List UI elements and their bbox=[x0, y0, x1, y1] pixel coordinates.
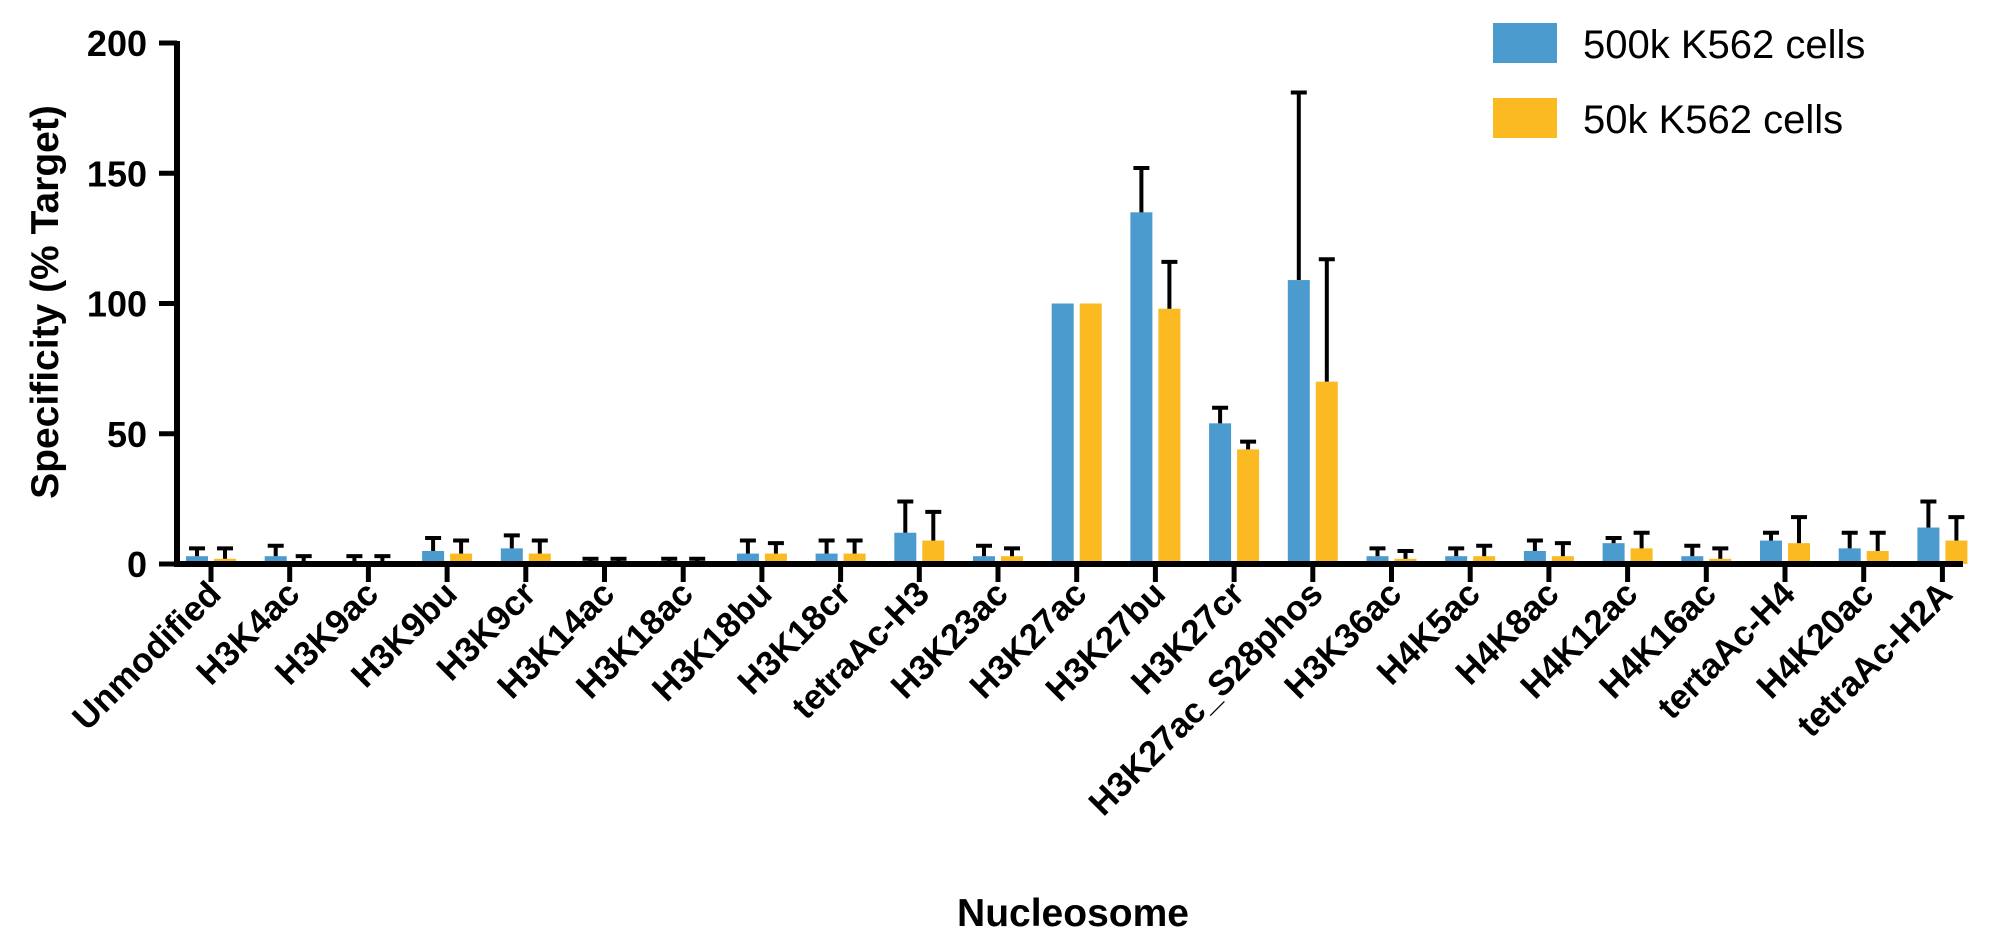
bar-50k-H3K27cr bbox=[1237, 449, 1260, 564]
y-tick-label: 200 bbox=[87, 23, 147, 64]
error-bars-layer bbox=[189, 90, 1965, 562]
x-axis-ticks: UnmodifiedH3K4acH3K9acH3K9buH3K9crH3K14a… bbox=[65, 564, 1960, 823]
bar-500k-tertaAc-H4 bbox=[1760, 540, 1782, 564]
bar-500k-tetraAc-H3 bbox=[894, 532, 917, 564]
bar-500k-H4K5ac bbox=[1445, 556, 1468, 564]
bar-500k-Unmodified bbox=[186, 556, 208, 564]
bar-500k-H3K27ac_S28phos bbox=[1287, 280, 1310, 564]
y-tick-label: 50 bbox=[107, 414, 147, 455]
legend-swatch-500k bbox=[1493, 23, 1557, 63]
bar-50k-tetraAc-H3 bbox=[922, 540, 945, 564]
bar-50k-tertaAc-H4 bbox=[1788, 543, 1810, 564]
bar-500k-H3K27ac bbox=[1051, 303, 1074, 564]
legend: 500k K562 cells 50k K562 cells bbox=[1493, 23, 1865, 142]
y-tick-label: 100 bbox=[87, 284, 147, 325]
y-tick-label: 150 bbox=[87, 153, 147, 194]
bar-50k-H4K5ac bbox=[1473, 556, 1496, 564]
y-tick-label: 0 bbox=[127, 544, 147, 585]
legend-label-50k: 50k K562 cells bbox=[1583, 98, 1843, 142]
bars-layer bbox=[186, 212, 1968, 564]
bar-50k-H4K12ac bbox=[1630, 548, 1653, 564]
bar-50k-H4K8ac bbox=[1551, 556, 1574, 564]
bar-500k-H3K36ac bbox=[1366, 556, 1389, 564]
bar-500k-H3K27cr bbox=[1209, 423, 1232, 564]
legend-swatch-50k bbox=[1493, 98, 1557, 138]
bar-500k-H3K9bu bbox=[422, 550, 445, 564]
y-axis-ticks: 0 50 100 150 200 bbox=[87, 23, 177, 585]
bar-50k-H3K27bu bbox=[1158, 308, 1181, 564]
y-axis-title: Specificity (% Target) bbox=[24, 105, 67, 499]
bar-50k-H3K27ac bbox=[1079, 303, 1102, 564]
bar-50k-H3K27ac_S28phos bbox=[1315, 381, 1338, 564]
bar-500k-H4K12ac bbox=[1602, 543, 1625, 564]
x-axis-title: Nucleosome bbox=[957, 892, 1189, 935]
bar-50k-H3K18cr bbox=[843, 553, 866, 564]
bar-500k-H4K8ac bbox=[1523, 550, 1546, 564]
bar-500k-H3K4ac bbox=[264, 556, 287, 564]
bar-500k-H4K20ac bbox=[1838, 548, 1861, 564]
bar-50k-H3K9bu bbox=[450, 553, 473, 564]
bar-500k-H3K18cr bbox=[815, 553, 838, 564]
bar-50k-H4K20ac bbox=[1866, 550, 1889, 564]
bar-500k-H3K23ac bbox=[973, 556, 995, 564]
bar-50k-H3K9cr bbox=[528, 553, 551, 564]
bar-500k-H3K9cr bbox=[500, 548, 523, 564]
bar-500k-H4K16ac bbox=[1681, 556, 1704, 564]
bar-500k-H3K18bu bbox=[736, 553, 759, 564]
bar-500k-tetraAc-H2A bbox=[1917, 527, 1940, 564]
bar-500k-H3K27bu bbox=[1130, 212, 1153, 564]
bar-50k-tetraAc-H2A bbox=[1945, 540, 1968, 564]
bar-50k-H3K23ac bbox=[1001, 556, 1023, 564]
bar-50k-H3K18bu bbox=[764, 553, 787, 564]
legend-label-500k: 500k K562 cells bbox=[1583, 23, 1865, 67]
